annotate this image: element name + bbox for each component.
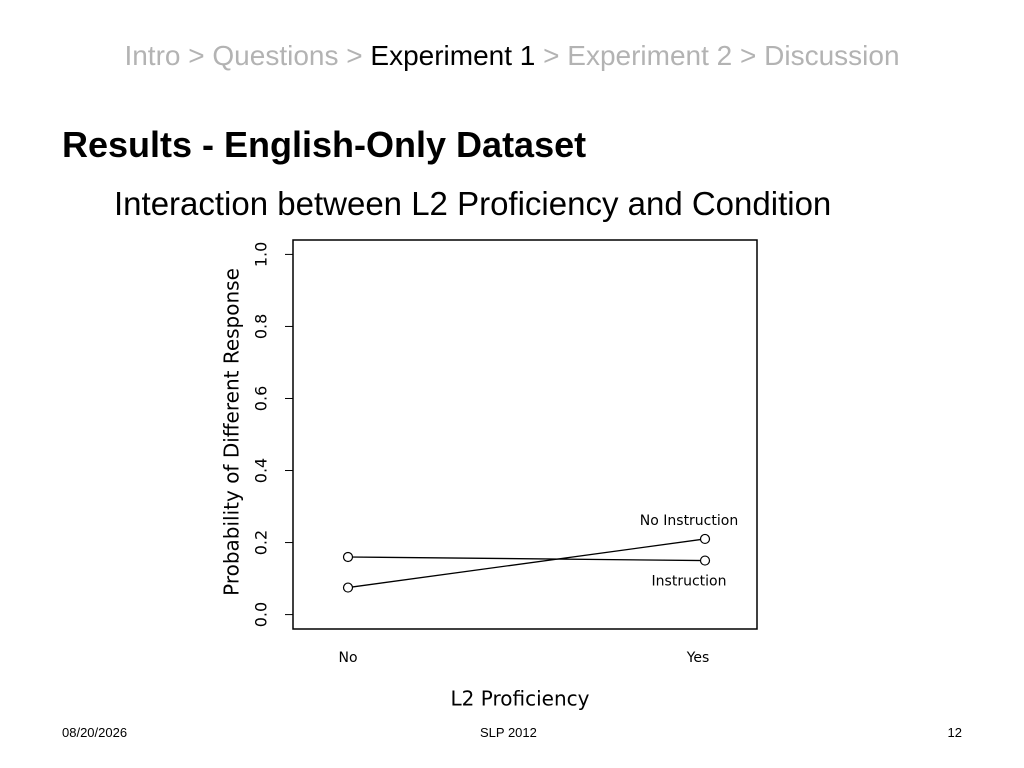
x-tick-label: No [338, 650, 357, 666]
breadcrumb-item: Experiment 1 [370, 40, 536, 71]
breadcrumb-separator: > [543, 40, 560, 71]
point [699, 533, 711, 545]
point [699, 555, 711, 566]
breadcrumb-item: Discussion [764, 40, 900, 71]
y-tick-label: 1.0 [252, 242, 271, 267]
y-axis-label: Probability of Different Response [220, 268, 244, 596]
breadcrumb-item: Questions [212, 40, 339, 71]
breadcrumb-separator: > [346, 40, 363, 71]
point [342, 551, 354, 563]
breadcrumb: Intro > Questions > Experiment 1 > Exper… [0, 40, 1024, 72]
breadcrumb-separator: > [740, 40, 757, 71]
y-tick-label: 0.6 [252, 386, 271, 411]
footer-page: 12 [947, 725, 962, 740]
breadcrumb-item: Intro [124, 40, 181, 71]
y-tick-label: 0.8 [252, 314, 271, 339]
series-label: Instruction [652, 574, 727, 590]
series-label: No Instruction [640, 513, 738, 529]
y-tick-label: 0.0 [252, 602, 271, 627]
x-axis-label: L2 Proficiency [451, 687, 590, 711]
heading: Results - English-Only Dataset [62, 124, 587, 165]
x-tick-label: Yes [686, 650, 710, 666]
series-line [347, 538, 706, 589]
footer-date: 08/20/2026 [62, 725, 128, 740]
breadcrumb-separator: > [188, 40, 205, 71]
footer-center: SLP 2012 [480, 725, 537, 740]
y-tick-label: 0.2 [252, 530, 271, 555]
subtitle: Interaction between L2 Proficiency and C… [114, 185, 832, 222]
y-tick-label: 0.4 [252, 458, 271, 483]
point [342, 582, 354, 593]
series-line [347, 556, 706, 562]
breadcrumb-item: Experiment 2 [567, 40, 733, 71]
plot-frame [292, 239, 758, 630]
